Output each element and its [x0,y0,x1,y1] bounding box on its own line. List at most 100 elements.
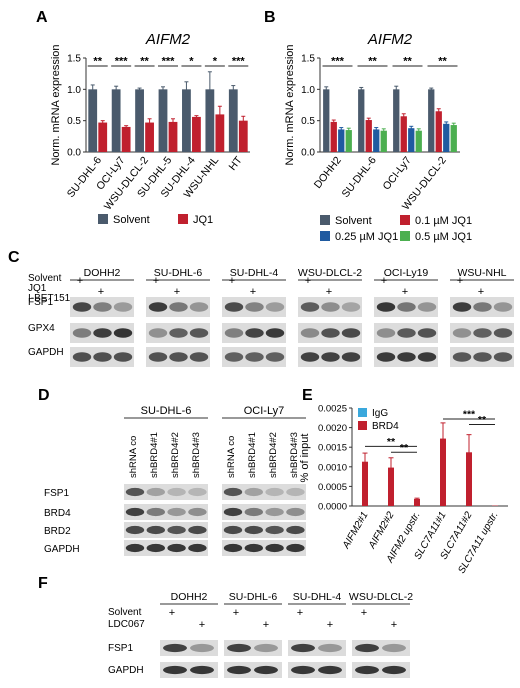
blot-band [223,543,243,553]
blot-band [318,665,342,675]
panel-letter-b: B [264,9,276,26]
blot-band [148,302,168,312]
bar [205,89,215,152]
cell-line-label: SU-DHL-6 [229,591,278,603]
significance-label: ** [93,56,102,68]
blot-band [245,328,264,338]
legend-swatch [358,408,367,417]
bar [338,129,345,152]
plus-sign: + [381,275,387,287]
bar [440,438,446,506]
blot-band [188,525,207,535]
blot-band [167,507,186,517]
bar [415,130,422,152]
plus-sign: + [199,619,205,631]
panel-letter-c: C [8,249,20,266]
bar [443,123,450,152]
legend-label: Solvent [113,214,150,226]
blot-band [397,352,416,362]
significance-label: ** [438,56,447,68]
protein-label: GAPDH [28,347,64,358]
blot-band [473,352,492,362]
plus-sign: + [250,286,256,298]
western-blot-c: SolventJQ1I-BET151FSP1GPX4GAPDHDOHH2+++S… [28,267,514,367]
blot-strip [222,297,286,317]
protein-label: GPX4 [28,323,55,334]
plus-sign: + [233,607,239,619]
treatment-label: LDC067 [108,619,145,630]
blot-band [376,352,396,362]
chart-title: AIFM2 [367,31,413,48]
treatment-label: Solvent [108,607,142,618]
blot-band [341,302,361,312]
blot-band [163,643,187,653]
legend-label: Solvent [335,215,372,227]
blot-strip [124,540,208,556]
blot-band [265,352,285,362]
legend-swatch [178,214,188,224]
lane-label: shBRD4#3 [191,432,202,478]
plus-sign: + [229,275,235,287]
blot-band [146,543,165,553]
significance-label: ** [478,414,487,426]
protein-label: GAPDH [108,665,144,676]
blot-band [223,487,243,497]
blot-band [473,302,492,312]
lane-label: shBRD4#3 [289,432,300,478]
lane-label: shBRD4#1 [149,432,160,478]
blot-band [125,525,145,535]
significance-label: * [189,56,194,68]
blot-band [188,507,207,517]
blot-band [227,665,251,675]
y-tick-label: 0.0015 [318,443,347,454]
blot-strip [124,522,208,538]
x-tick-label: SU-DHL-6 [340,154,379,200]
cell-line-label: SU-DHL-4 [230,267,279,279]
blot-band [146,487,165,497]
blot-band [169,352,188,362]
significance-label: ** [368,56,377,68]
blot-band [355,665,379,675]
blot-band [452,328,472,338]
x-tick-label: SU-DHL-6 [65,154,104,200]
cell-line-label: WSU-NHL [458,267,507,279]
y-tick-label: 0.5 [67,116,81,127]
bar [428,89,435,152]
bar [358,89,365,152]
significance-label: *** [331,56,345,68]
treatment-label: I-BET151 [28,293,71,304]
blot-band [224,328,244,338]
blot-strip [70,297,134,317]
blot-band [265,525,284,535]
blot-band [244,543,263,553]
y-tick-label: 0.0025 [318,404,347,415]
plus-sign: + [297,607,303,619]
western-blot-d: FSP1 BRD4 BRD2 GAPDH SU-DHL-6 shRNA co shBRD4#… [44,405,306,556]
significance-label: ** [387,436,396,448]
legend-label: JQ1 [193,214,213,226]
blot-band [376,302,396,312]
significance-label: *** [232,56,246,68]
bar [111,89,121,152]
blot-band [265,507,284,517]
bar [450,125,457,152]
y-tick-label: 1.0 [301,85,315,96]
blot-strip [222,504,306,520]
blot-band [167,543,186,553]
blot-band [254,665,278,675]
plus-sign: + [169,607,175,619]
bar [330,121,337,152]
blot-band [493,302,513,312]
plus-sign: + [263,619,269,631]
blot-band [189,328,209,338]
blot-band [286,543,305,553]
plus-sign: + [361,607,367,619]
blot-band [245,302,264,312]
blot-band [265,487,284,497]
blot-band [286,525,305,535]
blot-band [245,352,264,362]
blot-band [169,302,188,312]
bar [408,128,415,152]
blot-band [169,328,188,338]
blot-band [291,665,315,675]
